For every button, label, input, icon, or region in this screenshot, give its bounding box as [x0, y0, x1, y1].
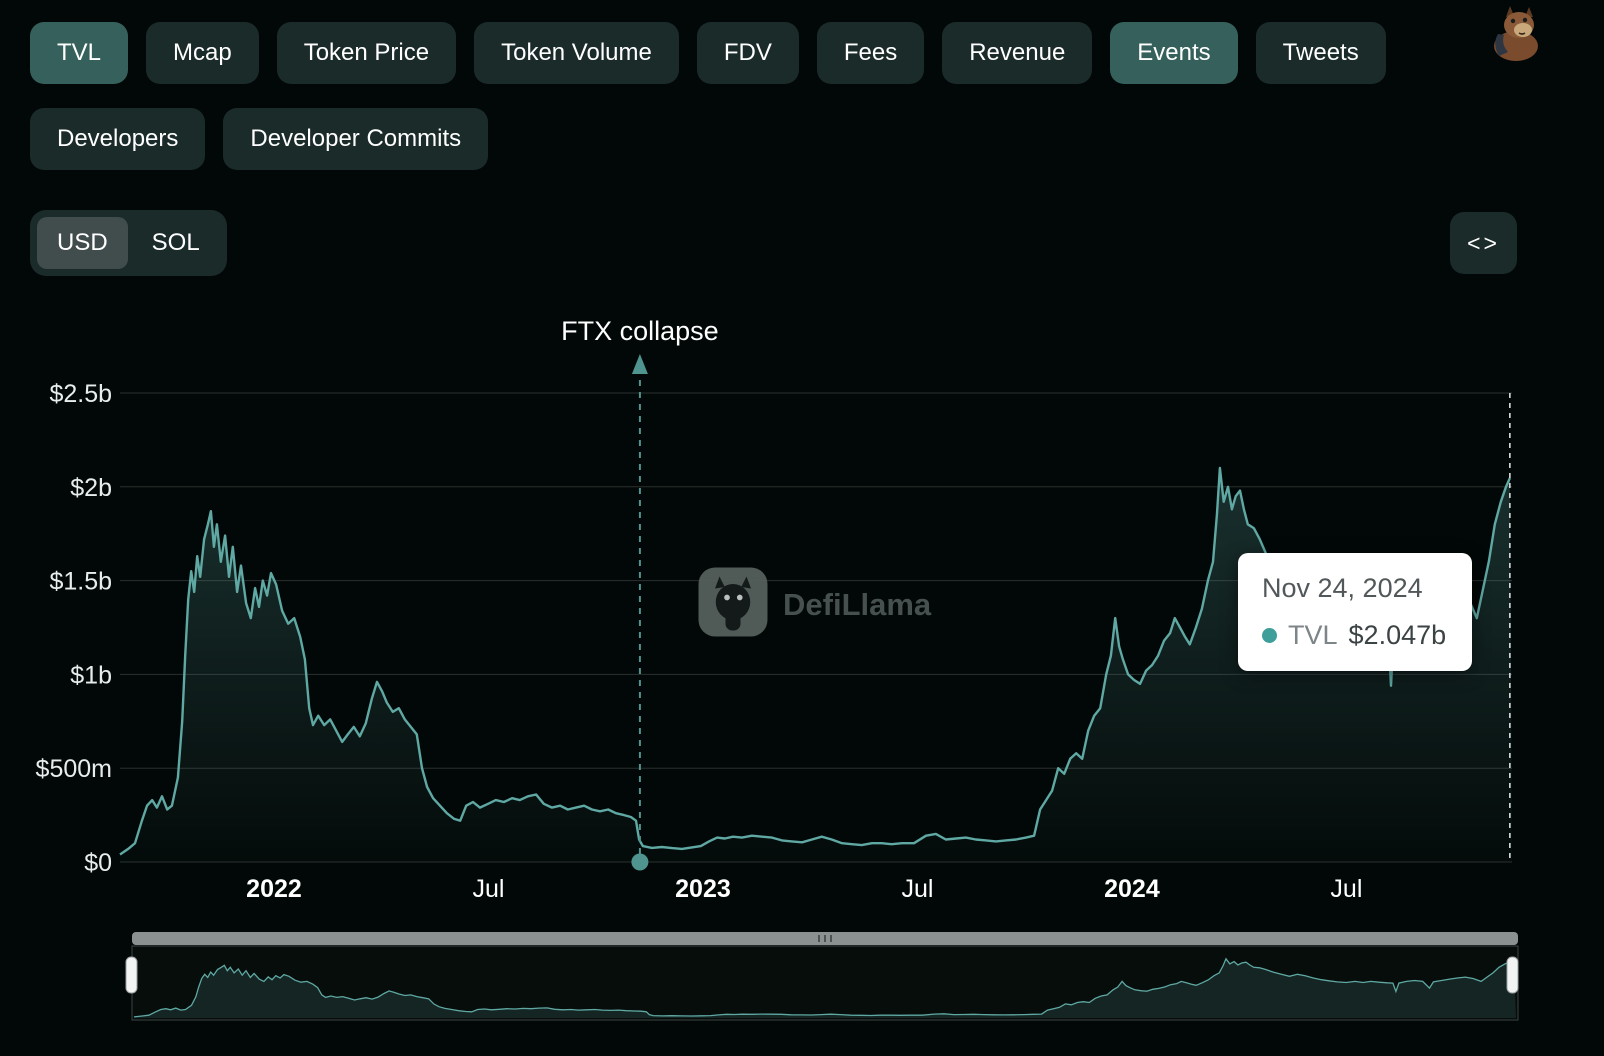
- tab-developers[interactable]: Developers: [30, 108, 206, 170]
- navigator-frame: [131, 945, 1519, 1021]
- watermark-label: DefiLlama: [783, 586, 932, 622]
- tab-developer-commits[interactable]: Developer Commits: [223, 108, 489, 170]
- navigator-right-handle[interactable]: [1506, 956, 1519, 994]
- y-axis-tick-label: $500m: [36, 755, 112, 783]
- tab-tweets[interactable]: Tweets: [1255, 22, 1386, 84]
- x-axis-tick-label: Jul: [901, 875, 933, 903]
- chart-tooltip: Nov 24, 2024 TVL $2.047b: [1238, 553, 1472, 671]
- llama-mascot-icon: [1494, 6, 1538, 61]
- defillama-mascot-avatar[interactable]: [1486, 4, 1546, 62]
- tooltip-series-name: TVL: [1288, 620, 1338, 650]
- annotation-arrow-icon: [631, 354, 648, 374]
- tab-token-price[interactable]: Token Price: [276, 22, 457, 84]
- tab-token-volume[interactable]: Token Volume: [474, 22, 679, 84]
- tvl-area-fill: [120, 468, 1512, 862]
- x-axis-tick-label: 2022: [246, 875, 302, 903]
- embed-chart-button[interactable]: <>: [1450, 212, 1517, 274]
- x-axis-tick-label: Jul: [472, 875, 504, 903]
- metric-tabs-row-2: Developers Developer Commits: [30, 108, 489, 170]
- defillama-logo-icon: [697, 566, 769, 643]
- tab-mcap[interactable]: Mcap: [146, 22, 259, 84]
- currency-option-sol[interactable]: SOL: [132, 217, 220, 269]
- tab-fdv[interactable]: FDV: [696, 22, 799, 84]
- y-axis-tick-label: $1.5b: [49, 568, 112, 596]
- x-axis-tick-label: 2024: [1104, 875, 1160, 903]
- currency-option-usd[interactable]: USD: [37, 217, 128, 269]
- tooltip-series-row: TVL $2.047b: [1262, 620, 1448, 651]
- annotation-label: FTX collapse: [561, 316, 719, 346]
- currency-toggle: USD SOL: [30, 210, 227, 276]
- navigator-left-handle[interactable]: [125, 956, 138, 994]
- defillama-watermark: DefiLlama: [697, 566, 931, 643]
- tooltip-series-value: $2.047b: [1348, 620, 1447, 650]
- y-axis-tick-label: $2.5b: [49, 380, 112, 408]
- tvl-series-dot-icon: [1262, 628, 1277, 643]
- metric-tabs-row-1: TVL Mcap Token Price Token Volume FDV Fees Rev…: [30, 22, 1386, 84]
- y-axis-tick-label: $1b: [70, 661, 112, 689]
- tab-events[interactable]: Events: [1110, 22, 1238, 84]
- navigator-area-fill: [134, 958, 1516, 1018]
- y-axis-tick-label: $0: [84, 849, 112, 877]
- y-axis-tick-label: $2b: [70, 474, 112, 502]
- tab-revenue[interactable]: Revenue: [942, 22, 1093, 84]
- tooltip-date: Nov 24, 2024: [1262, 573, 1423, 603]
- x-axis-tick-label: 2023: [675, 875, 731, 903]
- x-axis-tick-label: Jul: [1330, 875, 1362, 903]
- tab-fees[interactable]: Fees: [816, 22, 925, 84]
- navigator-line: [133, 957, 1515, 1018]
- tvl-line: [119, 466, 1511, 856]
- ftx-collapse-marker[interactable]: [631, 853, 649, 871]
- tab-tvl[interactable]: TVL: [30, 22, 129, 84]
